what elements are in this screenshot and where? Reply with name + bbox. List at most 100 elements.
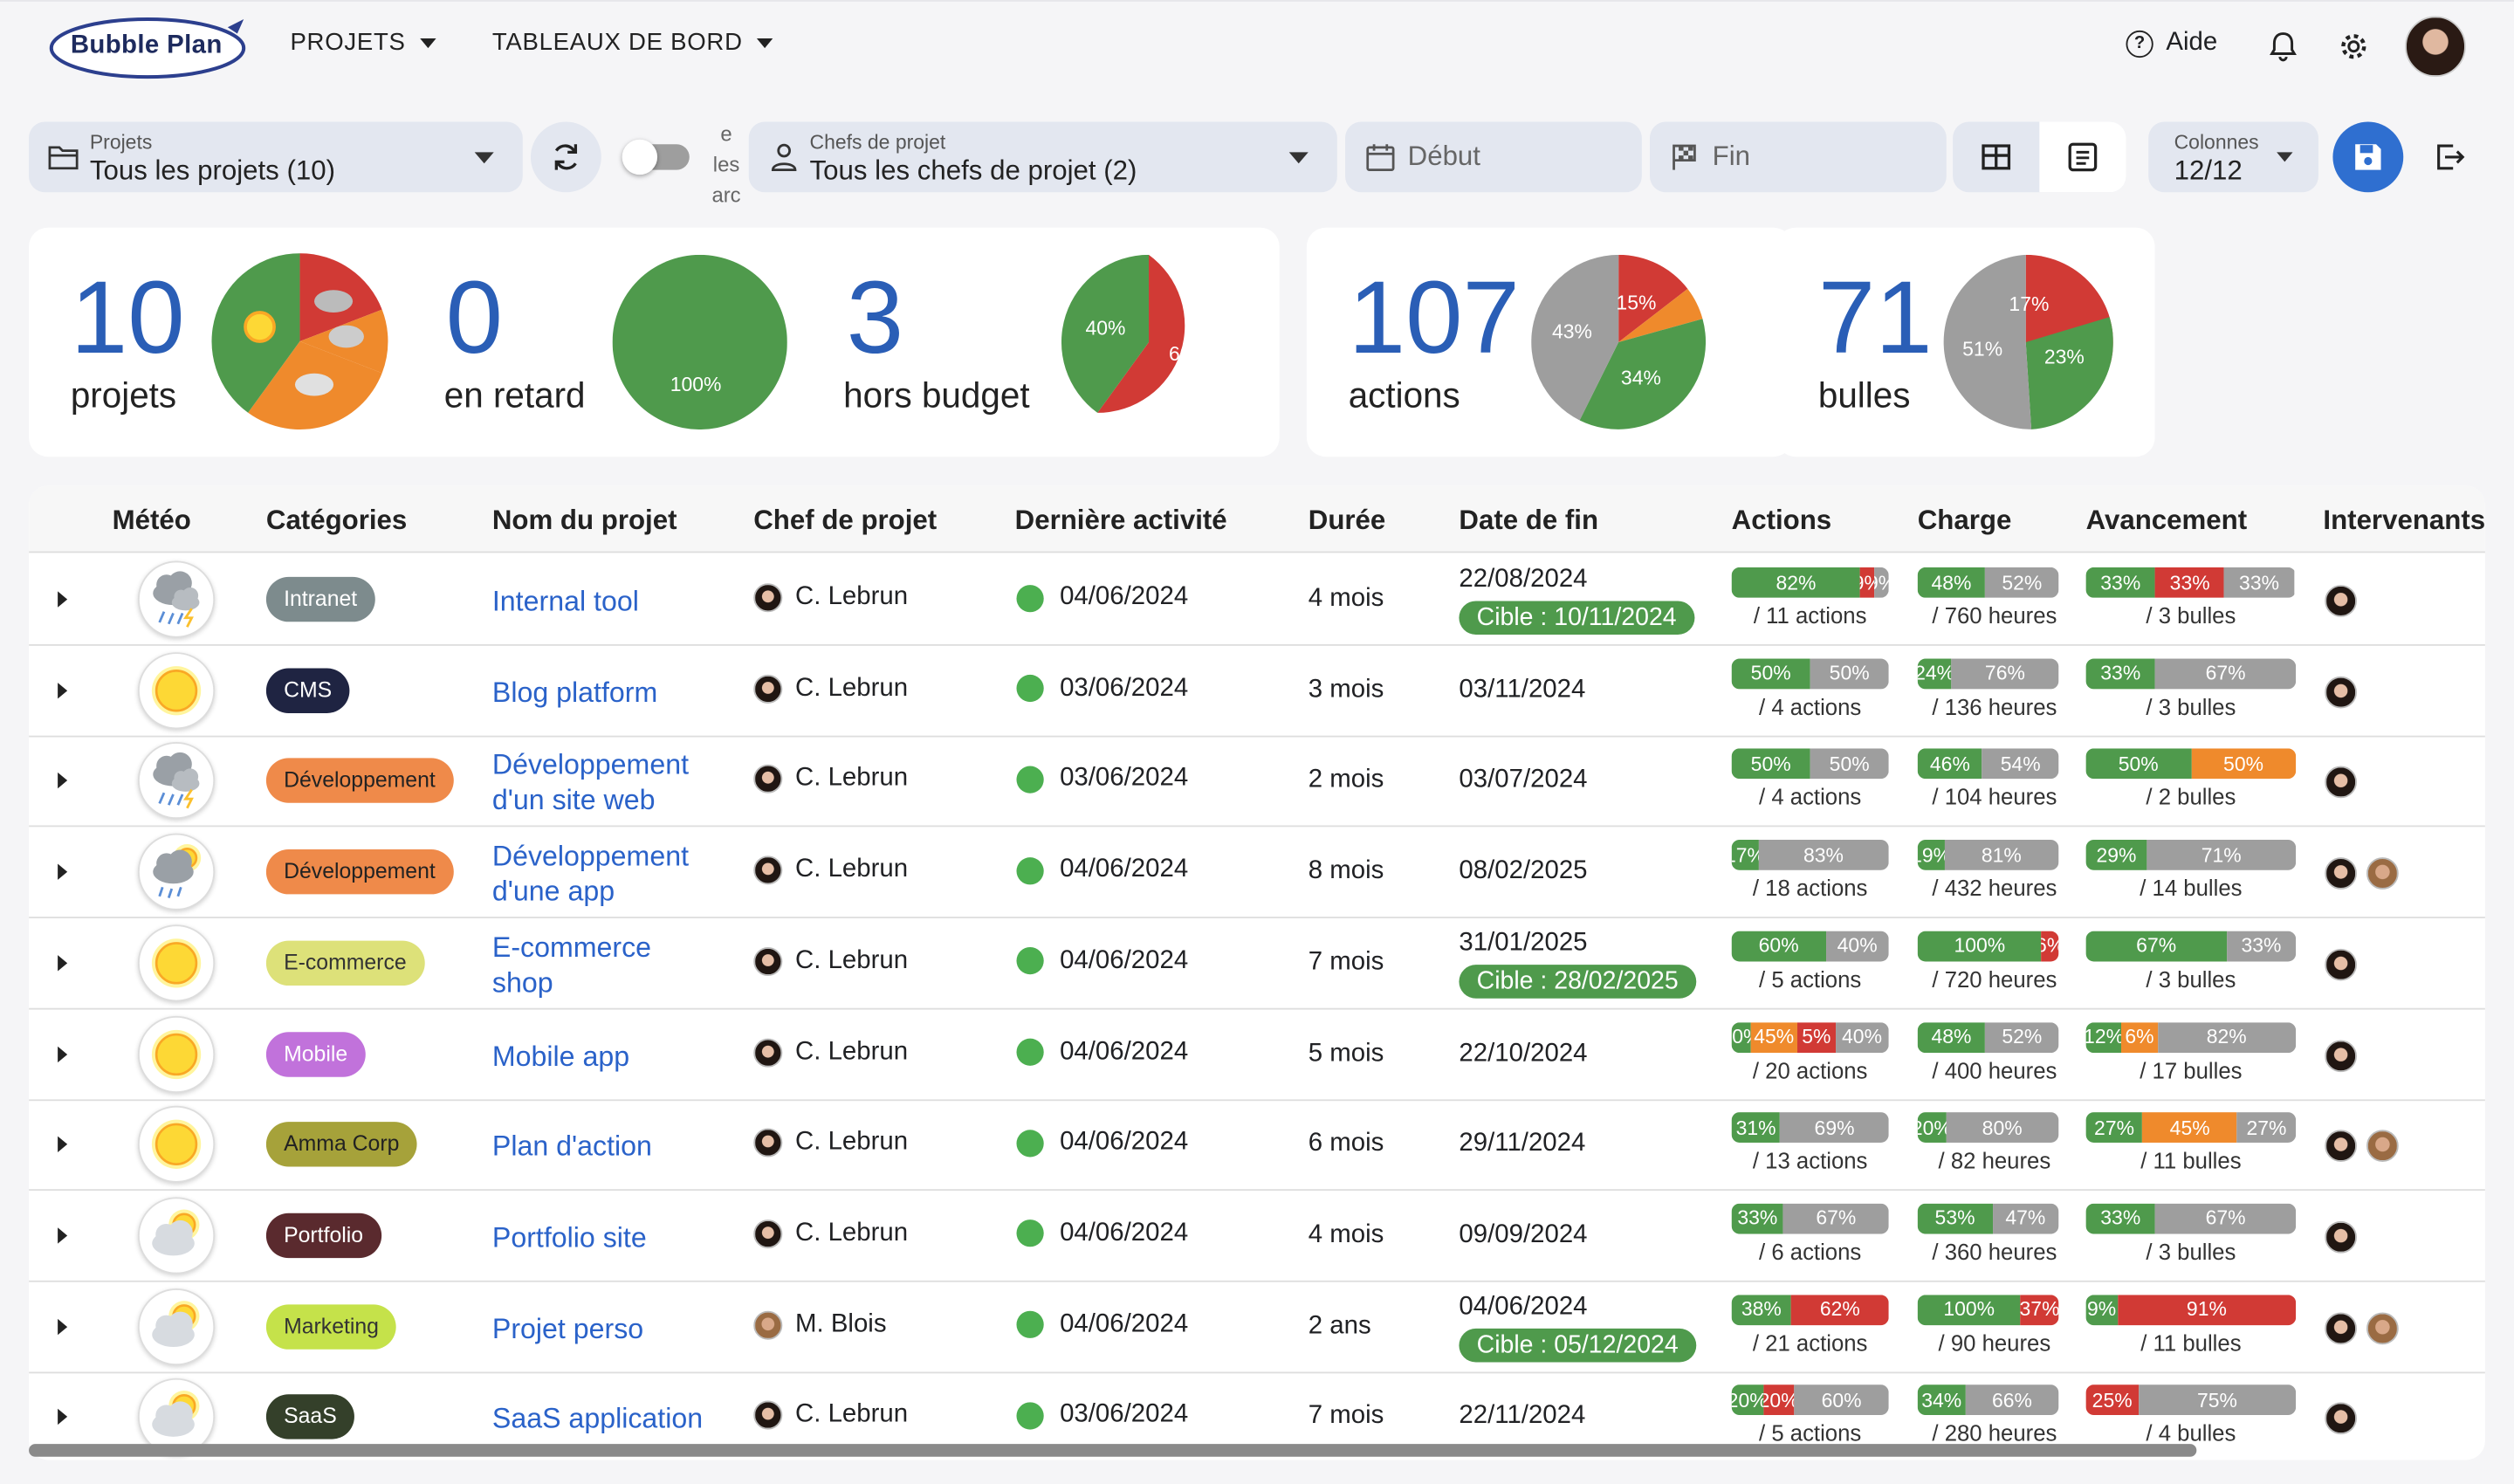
intervenant-avatar[interactable]: [2325, 766, 2357, 799]
charge-total: / 82 heures: [1938, 1147, 2051, 1174]
nav-tableaux-menu[interactable]: TABLEAUX DE BORD: [492, 29, 773, 56]
col-charge[interactable]: Charge: [1917, 505, 2012, 536]
intervenant-avatar[interactable]: [2366, 1130, 2399, 1163]
avancement-segment: 33%: [2085, 657, 2155, 689]
col-avancement[interactable]: Avancement: [2085, 505, 2248, 536]
table-row[interactable]: Développement Développement d'un site web C…: [29, 736, 2485, 828]
intervenant-avatar[interactable]: [2325, 676, 2357, 708]
duration: 4 mois: [1308, 585, 1384, 613]
project-name-link[interactable]: Mobile app: [492, 1038, 733, 1073]
project-name-link[interactable]: Internal tool: [492, 583, 733, 618]
refresh-button[interactable]: [530, 121, 601, 193]
budget-pie-chart: [1061, 254, 1185, 413]
colonnes-select[interactable]: Colonnes 12/12: [2148, 121, 2318, 193]
table-row[interactable]: E-commerce E-commerce shop C. Lebrun 04/06/2…: [29, 918, 2485, 1010]
fin-date-field[interactable]: Fin: [1649, 121, 1947, 193]
bubble-plan-logo[interactable]: [48, 15, 253, 82]
col-actions[interactable]: Actions: [1731, 505, 1832, 536]
expand-row-icon[interactable]: [58, 1045, 68, 1062]
col-date-fin[interactable]: Date de fin: [1459, 505, 1599, 536]
help-button[interactable]: ? Aide: [2126, 29, 2217, 58]
intervenant-avatar[interactable]: [2366, 1311, 2399, 1344]
gear-icon[interactable]: [2336, 29, 2371, 64]
col-intervenants[interactable]: Intervenants: [2323, 505, 2485, 536]
charge-segment: 24%: [1917, 657, 1952, 689]
intervenant-avatar[interactable]: [2325, 857, 2357, 890]
col-duree[interactable]: Durée: [1308, 505, 1386, 536]
intervenant-avatar[interactable]: [2325, 1130, 2357, 1163]
bell-icon[interactable]: [2265, 29, 2300, 64]
chefs-filter[interactable]: Chefs de projet Tous les chefs de projet…: [748, 121, 1337, 193]
avancement-bar: 27% 45% 27%: [2085, 1112, 2297, 1144]
actions-total: / 20 actions: [1752, 1056, 1868, 1083]
chef-avatar: [753, 946, 783, 976]
table-row[interactable]: SaaS SaaS application C. Lebrun 03/06/2024 7…: [29, 1372, 2485, 1460]
archive-toggle[interactable]: [622, 139, 690, 175]
user-avatar[interactable]: [2405, 16, 2466, 78]
intervenant-avatar[interactable]: [2325, 1311, 2357, 1344]
avancement-bar: 33% 67%: [2085, 1203, 2297, 1234]
expand-row-icon[interactable]: [58, 1318, 68, 1335]
actions-segment: 67%: [1783, 1203, 1889, 1234]
actions-segment: 20%: [1731, 1384, 1763, 1416]
col-chef[interactable]: Chef de projet: [753, 505, 938, 536]
expand-row-icon[interactable]: [58, 863, 68, 881]
debut-date-field[interactable]: Début: [1345, 121, 1642, 193]
table-row[interactable]: Développement Développement d'une app C. Le…: [29, 827, 2485, 919]
intervenant-avatar[interactable]: [2325, 1039, 2357, 1072]
table-view-button[interactable]: [1953, 122, 2039, 193]
expand-row-icon[interactable]: [58, 773, 68, 789]
project-name-link[interactable]: Développement d'un site web: [492, 747, 733, 818]
intervenant-avatar[interactable]: [2366, 857, 2399, 890]
expand-row-icon[interactable]: [58, 1227, 68, 1244]
expand-row-icon[interactable]: [58, 682, 68, 698]
table-header: Météo Catégories Nom du projet Chef de p…: [29, 485, 2485, 553]
charge-segment: 76%: [1951, 657, 2059, 689]
actions-total: / 13 actions: [1752, 1147, 1868, 1174]
table-row[interactable]: Intranet Internal tool C. Lebrun 04/06/2024…: [29, 554, 2485, 646]
project-name-link[interactable]: E-commerce shop: [492, 929, 733, 1000]
actions-segment: 60%: [1731, 931, 1826, 962]
intervenants: [2325, 585, 2357, 617]
save-button[interactable]: [2332, 121, 2404, 193]
expand-row-icon[interactable]: [58, 954, 68, 972]
col-nom[interactable]: Nom du projet: [491, 505, 677, 536]
project-name-link[interactable]: SaaS application: [492, 1401, 733, 1436]
project-name-link[interactable]: Blog platform: [492, 674, 733, 709]
table-row[interactable]: Amma Corp Plan d'action C. Lebrun 04/06/202…: [29, 1100, 2485, 1192]
nav-tableaux-label: TABLEAUX DE BORD: [491, 29, 743, 57]
horizontal-scrollbar[interactable]: [29, 1444, 2197, 1457]
export-icon[interactable]: [2432, 140, 2467, 175]
project-name-link[interactable]: Développement d'une app: [492, 838, 733, 909]
projets-filter[interactable]: Projets Tous les projets (10): [29, 121, 523, 193]
table-row[interactable]: Portfolio Portfolio site C. Lebrun 04/06/20…: [29, 1191, 2485, 1282]
table-row[interactable]: Mobile Mobile app C. Lebrun 04/06/2024 5 moi…: [29, 1009, 2485, 1101]
table-row[interactable]: CMS Blog platform C. Lebrun 03/06/2024 3 moi…: [29, 645, 2485, 737]
intervenant-avatar[interactable]: [2325, 1220, 2357, 1254]
avancement-total: / 3 bulles: [2146, 965, 2236, 993]
project-name-line1: Projet perso: [491, 1311, 644, 1344]
intervenant-avatar[interactable]: [2325, 585, 2357, 617]
intervenant-avatar[interactable]: [2325, 1402, 2357, 1435]
sun-icon: [137, 924, 216, 1002]
project-name-link[interactable]: Plan d'action: [492, 1129, 733, 1164]
expand-row-icon[interactable]: [58, 1136, 68, 1153]
intervenant-avatar[interactable]: [2325, 948, 2357, 981]
avancement-segment: 50%: [2085, 749, 2191, 780]
list-view-button[interactable]: [2039, 121, 2126, 193]
chevron-down-icon: [474, 152, 494, 164]
col-categories[interactable]: Catégories: [265, 505, 408, 536]
colonnes-label: Colonnes: [2174, 131, 2259, 155]
nav-projets-menu[interactable]: PROJETS: [290, 29, 436, 56]
avancement-total: / 3 bulles: [2146, 602, 2236, 629]
avancement-segment: 50%: [2190, 749, 2297, 780]
expand-row-icon[interactable]: [58, 591, 68, 608]
expand-row-icon[interactable]: [58, 1409, 68, 1426]
project-name-link[interactable]: Portfolio site: [492, 1219, 733, 1254]
col-activite[interactable]: Dernière activité: [1014, 505, 1227, 536]
project-name-link[interactable]: Projet perso: [492, 1310, 733, 1345]
table-row[interactable]: Marketing Projet perso M. Blois 04/06/2024 2…: [29, 1281, 2485, 1373]
cloud-icon: [294, 373, 334, 396]
col-meteo[interactable]: Météo: [112, 505, 191, 536]
top-bar: Bubble Plan PROJETS TABLEAUX DE BORD ? Ai…: [0, 0, 2514, 93]
